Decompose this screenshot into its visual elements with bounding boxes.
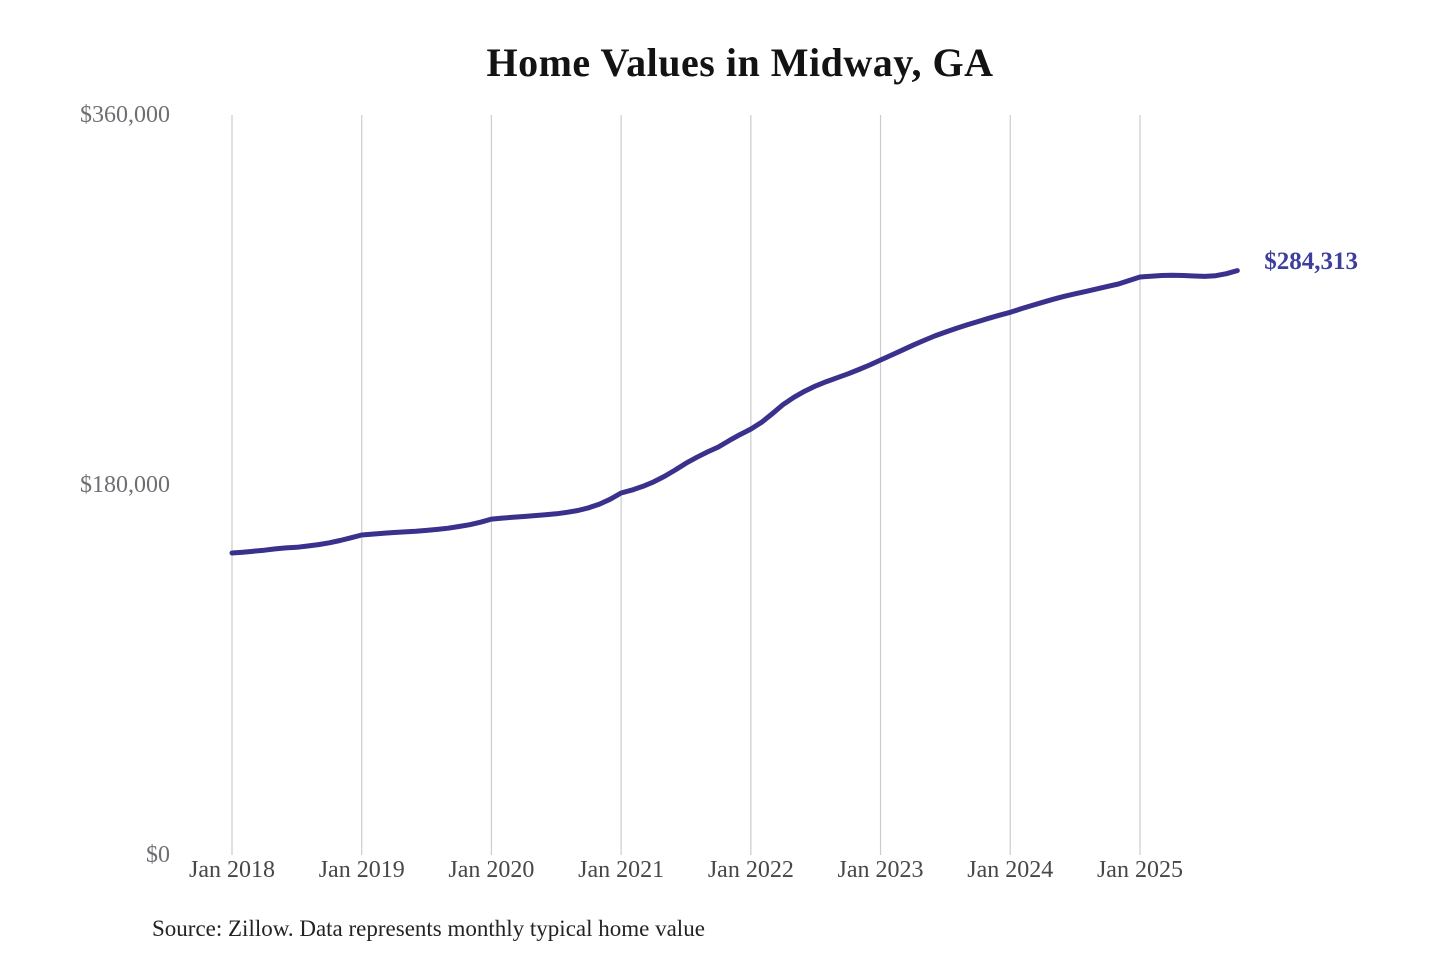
x-tick-label: Jan 2019 (318, 857, 405, 883)
y-axis-tick-360000: $360,000 (80, 102, 170, 128)
x-tick-label: Jan 2024 (967, 857, 1054, 883)
latest-value-label: $284,313 (1264, 247, 1358, 275)
x-tick-label: Jan 2018 (189, 857, 275, 883)
x-tick-label: Jan 2025 (1096, 857, 1183, 883)
chart-title: Home Values in Midway, GA (486, 40, 994, 85)
y-axis-tick-180000: $180,000 (80, 472, 170, 498)
y-axis-tick-0: $0 (146, 842, 170, 868)
x-tick-label: Jan 2020 (448, 857, 535, 883)
x-tick-label: Jan 2021 (578, 857, 665, 883)
source-note: Source: Zillow. Data represents monthly … (152, 916, 705, 941)
x-tick-label: Jan 2023 (837, 857, 924, 883)
home-value-line (229, 268, 1240, 556)
x-tick-label: Jan 2022 (707, 857, 794, 883)
gridlines-group (231, 115, 1141, 855)
